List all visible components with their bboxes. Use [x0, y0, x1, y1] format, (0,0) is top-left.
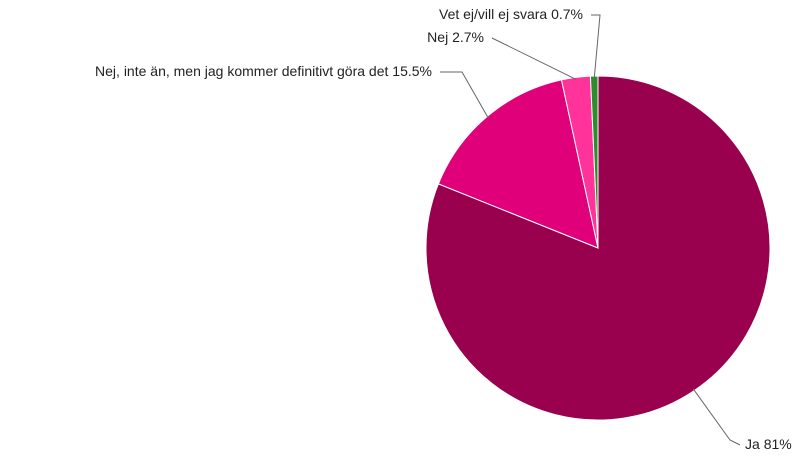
leader-line — [440, 71, 489, 119]
slice-label: Nej, inte än, men jag kommer definitivt … — [95, 63, 432, 79]
slice-label: Nej 2.7% — [427, 29, 484, 45]
leader-line — [591, 14, 601, 79]
slice-label: Vet ej/vill ej svara 0.7% — [439, 6, 583, 22]
slice-value: 81% — [764, 436, 792, 452]
slice-value: 15.5% — [392, 63, 432, 79]
slice-category: Nej, inte än, men jag kommer definitivt … — [95, 63, 388, 79]
slice-value: 2.7% — [452, 29, 484, 45]
slice-category: Vet ej/vill ej svara — [439, 6, 547, 22]
leader-line — [491, 37, 577, 80]
slice-value: 0.7% — [551, 6, 583, 22]
leader-line — [692, 388, 741, 446]
slice-label: Ja 81% — [745, 436, 792, 452]
slice-category: Nej — [427, 29, 448, 45]
slice-category: Ja — [745, 436, 760, 452]
